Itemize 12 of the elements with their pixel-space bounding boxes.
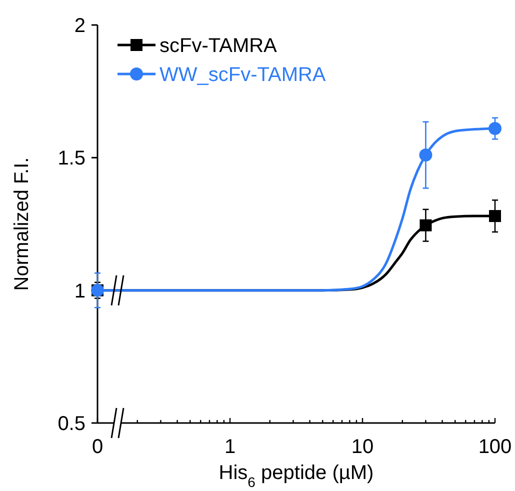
x-tick-label: 100 (478, 436, 512, 458)
x-axis-title: His$_{6}$ peptide (µM) (218, 462, 374, 490)
legend-label: WW_scFv-TAMRA (160, 64, 326, 86)
y-tick-label: 2 (74, 15, 86, 37)
y-axis-title: Normalized F.I. (11, 157, 33, 291)
legend-label: scFv-TAMRA (160, 35, 278, 57)
x-tick-label: 0 (92, 436, 104, 458)
y-tick-label: 1 (74, 280, 86, 302)
x-tick-label: 10 (351, 436, 374, 458)
y-tick-label: 1.5 (58, 148, 86, 170)
y-tick-label: 0.5 (58, 413, 86, 435)
x-tick-label: 1 (224, 436, 236, 458)
